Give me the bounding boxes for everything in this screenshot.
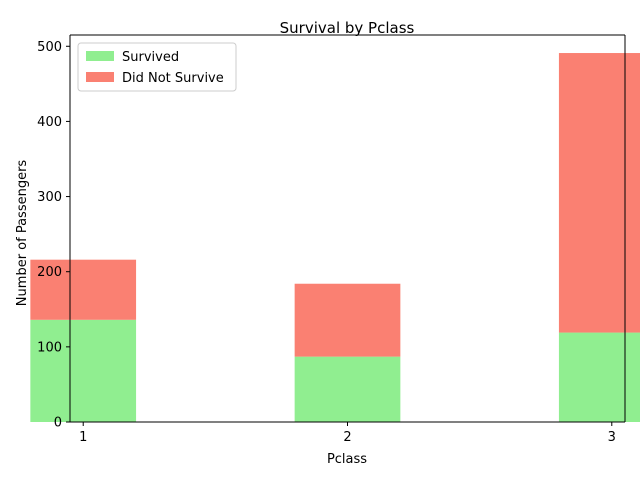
x-tick-label-1: 1 — [79, 430, 87, 445]
legend: Survived Did Not Survive — [77, 42, 237, 92]
x-axis-label: Pclass — [327, 452, 367, 467]
y-axis-label: Number of Passengers — [15, 160, 30, 307]
x-tick-label-2: 2 — [343, 430, 351, 445]
bar-did-not-survive-pclass-3 — [558, 53, 640, 333]
bar-did-not-survive-pclass-1 — [30, 259, 137, 320]
x-tick-label-3: 3 — [608, 430, 616, 445]
bars-layer — [30, 53, 640, 422]
bar-did-not-survive-pclass-2 — [294, 283, 401, 357]
bar-survived-pclass-3 — [558, 332, 640, 422]
legend-label-survived: Survived — [122, 50, 179, 65]
y-tick-label-400: 400 — [37, 115, 62, 130]
y-tick-label-0: 0 — [54, 416, 62, 431]
y-tick-label-500: 500 — [37, 40, 62, 55]
y-tick-label-200: 200 — [37, 265, 62, 280]
chart-title: Survival by Pclass — [280, 19, 415, 37]
bar-survived-pclass-2 — [294, 356, 401, 422]
axes-layer: 0 100 200 300 400 500 1 2 3 — [37, 34, 626, 445]
bar-survived-pclass-1 — [30, 319, 137, 422]
legend-swatch-survived — [86, 51, 114, 61]
legend-label-did-not-survive: Did Not Survive — [122, 71, 224, 86]
y-tick-label-100: 100 — [37, 340, 62, 355]
legend-box — [77, 42, 237, 92]
legend-swatch-did-not-survive — [86, 72, 114, 82]
y-tick-label-300: 300 — [37, 190, 62, 205]
